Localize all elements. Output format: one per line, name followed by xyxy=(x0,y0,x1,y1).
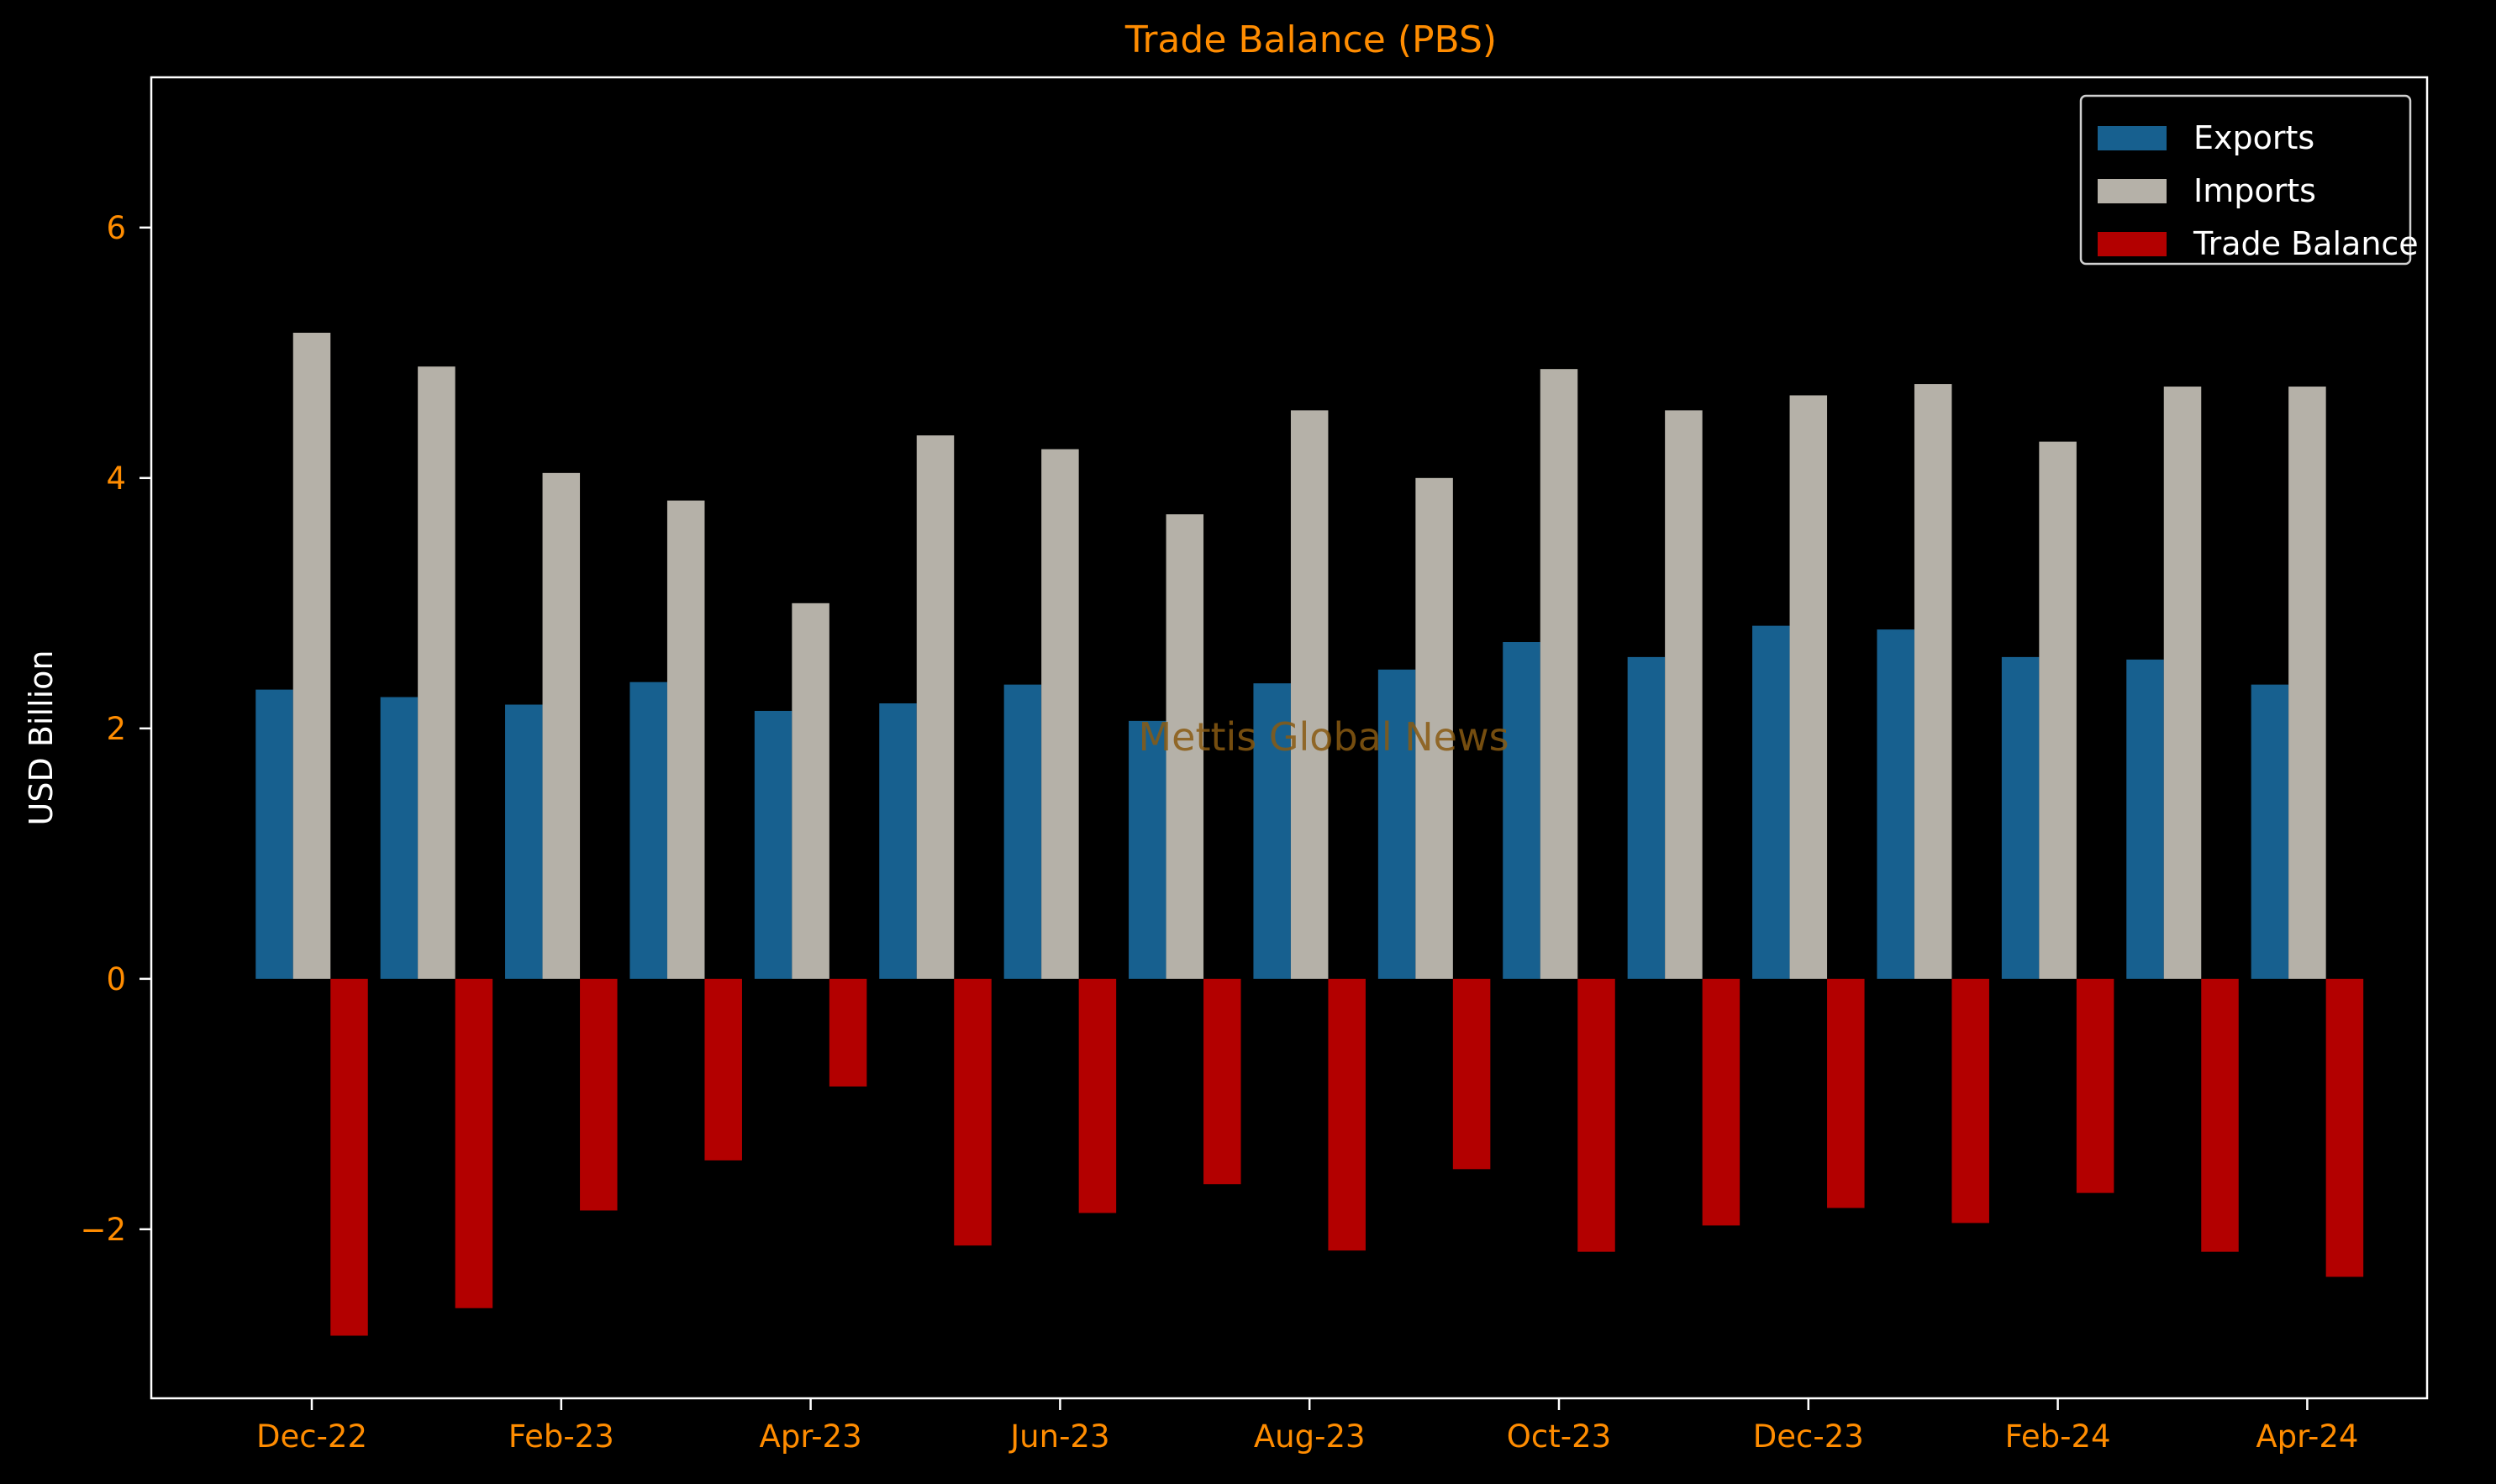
legend-swatch-exports xyxy=(2098,126,2167,150)
exports-bar-apr-24 xyxy=(2251,684,2289,979)
exports-bar-dec-23 xyxy=(1752,625,1790,979)
x-tick-label: Apr-24 xyxy=(2256,1418,2358,1455)
trade-balance-bar-dec-22 xyxy=(330,978,368,1336)
exports-bar-jul-23 xyxy=(1129,720,1166,979)
x-tick-label: Jun-23 xyxy=(1008,1418,1109,1455)
exports-bar-may-23 xyxy=(879,703,917,979)
exports-bar-jun-23 xyxy=(1003,684,1042,979)
x-tick-label: Oct-23 xyxy=(1507,1418,1611,1455)
legend-swatch-trade-balance xyxy=(2098,232,2167,256)
exports-bar-sep-23 xyxy=(1377,669,1416,979)
exports-bar-mar-23 xyxy=(629,681,667,979)
imports-bar-nov-23 xyxy=(1665,410,1703,979)
bars-layer xyxy=(255,332,2364,1336)
trade-balance-bar-aug-23 xyxy=(1328,978,1366,1251)
trade-balance-bar-jul-23 xyxy=(1203,978,1241,1185)
legend-label-imports: Imports xyxy=(2193,172,2316,209)
trade-balance-bar-apr-23 xyxy=(829,978,867,1087)
exports-bar-oct-23 xyxy=(1503,642,1540,979)
x-tick-label: Apr-23 xyxy=(760,1418,862,1455)
imports-bar-jul-23 xyxy=(1166,514,1204,979)
y-axis-label: USD Billion xyxy=(23,650,60,826)
exports-bar-apr-23 xyxy=(754,710,793,979)
imports-bar-apr-23 xyxy=(792,603,829,979)
trade-balance-bar-dec-23 xyxy=(1827,978,1865,1208)
y-tick-label: 0 xyxy=(106,961,126,997)
x-axis: Dec-22 Feb-23 Apr-23 Jun-23 Aug-23 Oct-23 Dec-… xyxy=(256,1398,2358,1455)
imports-bar-jun-23 xyxy=(1041,449,1079,979)
imports-bar-jan-23 xyxy=(418,366,455,979)
trade-balance-bar-feb-23 xyxy=(580,978,618,1211)
x-tick-label: Feb-24 xyxy=(2005,1418,2111,1455)
y-tick-label: 6 xyxy=(106,210,126,246)
imports-bar-oct-23 xyxy=(1540,369,1578,979)
plot-frame xyxy=(150,76,2429,1400)
imports-bar-mar-23 xyxy=(666,500,705,979)
trade-balance-bar-mar-24 xyxy=(2201,978,2239,1252)
exports-bar-jan-23 xyxy=(380,697,419,979)
y-tick-label: 4 xyxy=(106,460,126,497)
imports-bar-feb-23 xyxy=(542,472,581,979)
imports-bar-sep-23 xyxy=(1415,477,1453,979)
trade-balance-bar-sep-23 xyxy=(1452,978,1491,1170)
imports-bar-dec-23 xyxy=(1789,395,1828,979)
trade-balance-bar-feb-24 xyxy=(2076,978,2114,1193)
x-tick-label: Dec-23 xyxy=(1753,1418,1864,1455)
trade-balance-bar-apr-24 xyxy=(2325,978,2364,1277)
trade-balance-bar-jan-24 xyxy=(1951,978,1989,1224)
y-tick-label: 2 xyxy=(106,711,126,747)
exports-bar-nov-23 xyxy=(1627,656,1666,979)
y-axis: −2 0 2 4 6 xyxy=(80,210,151,1248)
exports-bar-feb-23 xyxy=(505,704,543,979)
x-tick-label: Aug-23 xyxy=(1254,1418,1366,1455)
exports-bar-jan-24 xyxy=(1877,629,1914,979)
x-tick-label: Feb-23 xyxy=(508,1418,614,1455)
imports-bar-feb-24 xyxy=(2039,441,2077,979)
trade-balance-bar-jun-23 xyxy=(1078,978,1117,1213)
exports-bar-mar-24 xyxy=(2126,659,2164,979)
imports-bar-dec-22 xyxy=(292,332,331,979)
x-tick-label: Dec-22 xyxy=(256,1418,367,1455)
imports-bar-jan-24 xyxy=(1914,384,1952,979)
trade-balance-bar-may-23 xyxy=(954,978,992,1246)
chart-title: Trade Balance (PBS) xyxy=(1124,18,1497,61)
legend: Exports Imports Trade Balance xyxy=(2079,94,2419,266)
watermark-text: Mettis Global News xyxy=(1138,714,1509,760)
imports-bar-may-23 xyxy=(916,435,955,979)
imports-bar-aug-23 xyxy=(1290,410,1329,979)
legend-label-trade-balance: Trade Balance xyxy=(2193,225,2419,262)
imports-bar-apr-24 xyxy=(2288,387,2326,979)
exports-bar-aug-23 xyxy=(1253,683,1291,979)
legend-swatch-imports xyxy=(2098,179,2167,203)
trade-balance-bar-jan-23 xyxy=(455,978,493,1308)
trade-balance-bar-mar-23 xyxy=(704,978,742,1160)
trade-balance-bar-oct-23 xyxy=(1577,978,1615,1252)
legend-label-exports: Exports xyxy=(2193,119,2314,156)
imports-bar-mar-24 xyxy=(2163,387,2202,979)
y-tick-label: −2 xyxy=(80,1212,126,1248)
exports-bar-dec-22 xyxy=(255,689,293,979)
trade-balance-bar-nov-23 xyxy=(1702,978,1740,1226)
exports-bar-feb-24 xyxy=(2001,656,2040,979)
